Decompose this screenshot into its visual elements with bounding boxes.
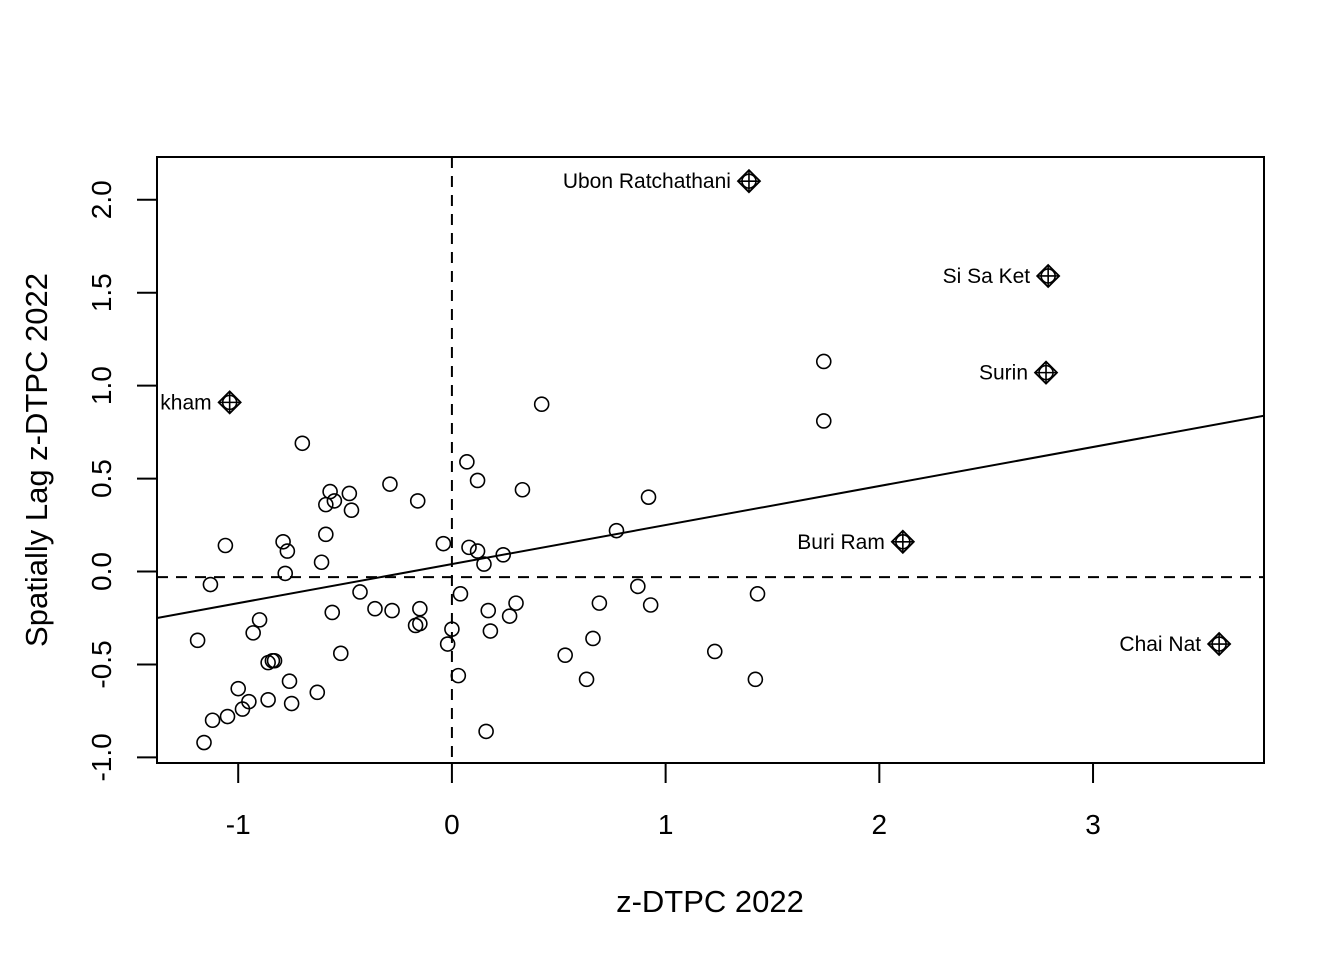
data-point [482,623,499,639]
point-label: Surin [979,362,1028,385]
data-point [279,543,296,559]
point-label: kham [160,391,211,414]
data-point [204,712,221,729]
data-point [202,576,219,593]
point-label: Ubon Ratchathani [563,170,731,193]
influential-point [736,168,762,194]
plot-frame [156,156,1265,764]
data-point [749,586,766,602]
y-tick-label: 0.5 [86,459,117,498]
y-axis-title: Spatially Lag z-DTPC 2022 [19,273,54,647]
point-label: Buri Ram [797,531,885,554]
data-point [324,604,341,621]
data-point [501,608,518,624]
data-point [275,533,291,550]
data-point [352,584,368,600]
data-point [260,691,276,708]
x-tick-label: 0 [444,809,460,840]
influential-point [1033,360,1059,385]
influential-point [1206,631,1232,657]
data-point [217,537,234,554]
x-axis-title: z-DTPC 2022 [616,884,804,919]
data-point [245,625,261,641]
data-point [578,671,595,688]
marks-layer [157,157,1264,763]
data-point [439,636,456,652]
data-point [642,597,659,613]
data-point [508,595,524,611]
data-point [608,522,625,539]
data-point [412,615,428,632]
data-point [294,435,311,452]
y-tick-label: 1.5 [86,273,117,312]
data-point [469,543,486,559]
data-point [480,602,497,619]
data-point [318,526,334,543]
data-point [283,695,300,712]
y-tick-label: -1.0 [86,733,117,781]
x-axis: -1 0 1 2 3 [226,762,1101,840]
y-tick-label: 2.0 [86,180,117,219]
data-point [281,673,298,690]
data-point [640,489,657,505]
data-point [189,632,206,649]
data-point [452,586,469,602]
point-labels: Ubon Ratchathani Si Sa Ket Surin kham Buri R… [160,170,1201,656]
x-tick-label: 2 [872,809,888,840]
data-point [533,396,550,413]
regression-line [157,414,1264,619]
data-point [435,535,452,552]
data-point [476,556,492,572]
data-point [318,496,334,513]
data-point [234,701,251,717]
data-point [309,684,326,701]
data-point [706,643,723,660]
data-point [630,578,646,595]
data-point [459,454,475,470]
data-point [747,671,764,688]
point-label: Chai Nat [1119,633,1201,656]
y-tick-label: 0.0 [86,552,117,591]
data-point [266,652,283,669]
data-point [341,485,358,502]
data-point [815,413,832,429]
influential-point [217,390,242,415]
data-point [495,547,512,563]
data-point [815,353,832,370]
data-point [469,472,486,489]
data-point [277,565,294,582]
data-point [313,554,330,571]
data-point [557,647,573,663]
data-point [196,734,212,751]
influential-point [1035,263,1061,289]
point-label: Si Sa Ket [943,265,1031,288]
data-point [409,493,426,509]
data-point [384,602,400,619]
x-tick-label: 3 [1085,809,1101,840]
x-tick-label: 1 [658,809,674,840]
y-tick-label: -0.5 [86,640,117,688]
data-point [367,600,383,617]
y-tick-label: 1.0 [86,366,117,405]
data-point [461,539,477,556]
data-point [322,483,338,500]
data-point [230,680,247,697]
data-point [514,481,531,498]
y-axis: -1.0 -0.5 0.0 0.5 1.0 1.5 2.0 [86,180,158,782]
data-point [444,621,460,637]
data-point [219,708,236,725]
data-point [585,630,601,647]
data-point [450,667,467,684]
data-point [251,612,268,628]
data-point [412,600,428,617]
x-tick-label: -1 [226,809,251,840]
data-point [478,723,494,740]
data-point [591,595,608,611]
data-point [332,645,349,662]
data-point [326,493,343,509]
influential-point [890,529,916,555]
data-point [382,476,398,492]
data-point [343,502,360,518]
